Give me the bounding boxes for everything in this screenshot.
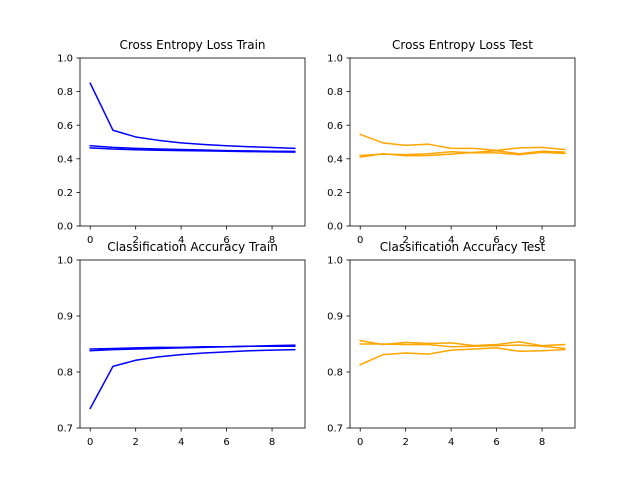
y-tick-label: 0.2 — [57, 188, 73, 199]
chart-title: Classification Accuracy Test — [380, 240, 546, 254]
x-tick-label: 6 — [223, 235, 229, 246]
y-tick-label: 0.4 — [57, 154, 73, 165]
y-tick-label: 1.0 — [327, 54, 343, 65]
y-tick-label: 0.0 — [57, 222, 73, 233]
series-line-3 — [89, 147, 296, 153]
x-tick-label: 2 — [132, 437, 138, 448]
y-tick-label: 0.8 — [57, 368, 73, 379]
y-tick-label: 0.6 — [327, 121, 343, 132]
series-line-3 — [359, 150, 566, 157]
x-tick-label: 0 — [87, 437, 93, 448]
series-line-3 — [89, 344, 296, 352]
chart-panel-accuracy-test: 0 2 4 6 8 0.7 0.8 0.9 1.0 Classification Accuracy… — [327, 240, 576, 448]
axes-frame — [79, 259, 306, 429]
x-tick-label: 8 — [269, 235, 275, 246]
chart-panel-loss-train: 0 2 4 6 8 0.0 0.2 0.4 0.6 0.8 1.0 Cross Entropy Los… — [57, 38, 306, 246]
y-tick-label: 1.0 — [327, 256, 343, 267]
y-tick-label: 0.8 — [327, 368, 343, 379]
y-tick-label: 0.4 — [327, 154, 343, 165]
x-tick-label: 6 — [223, 437, 229, 448]
x-tick-label: 4 — [448, 437, 454, 448]
y-tick-label: 0.0 — [327, 222, 343, 233]
x-tick-label: 0 — [87, 235, 93, 246]
y-tick-label: 0.2 — [327, 188, 343, 199]
y-tick-label: 0.8 — [57, 87, 73, 98]
x-tick-label: 8 — [269, 437, 275, 448]
series-line-3 — [359, 343, 566, 350]
x-tick-label: 0 — [357, 235, 363, 246]
chart-title: Classification Accuracy Train — [107, 240, 278, 254]
axes-frame — [349, 259, 576, 429]
x-tick-label: 8 — [539, 235, 545, 246]
x-tick-label: 2 — [402, 437, 408, 448]
x-tick-label: 0 — [357, 437, 363, 448]
x-tick-label: 6 — [493, 437, 499, 448]
y-tick-label: 0.7 — [57, 424, 73, 435]
y-tick-label: 0.8 — [327, 87, 343, 98]
series-line-1 — [89, 82, 296, 150]
y-tick-label: 1.0 — [57, 54, 73, 65]
x-tick-label: 4 — [178, 437, 184, 448]
series-line-1 — [359, 133, 566, 152]
series-line-2 — [359, 339, 566, 347]
x-tick-label: 6 — [493, 235, 499, 246]
x-tick-label: 2 — [132, 235, 138, 246]
y-tick-label: 0.7 — [327, 424, 343, 435]
chart-title: Cross Entropy Loss Test — [392, 38, 533, 52]
series-line-1 — [359, 347, 566, 366]
x-tick-label: 2 — [402, 235, 408, 246]
chart-panel-loss-test: 0 2 4 6 8 0.0 0.2 0.4 0.6 0.8 1.0 Cross Entropy Los… — [327, 38, 576, 246]
axes-frame — [79, 57, 306, 227]
y-tick-label: 0.9 — [57, 312, 73, 323]
x-tick-label: 4 — [448, 235, 454, 246]
series-line-1 — [89, 348, 296, 410]
y-tick-label: 0.6 — [57, 121, 73, 132]
chart-panel-accuracy-train: 0 2 4 6 8 0.7 0.8 0.9 1.0 Classification Accuracy… — [57, 240, 306, 448]
y-tick-label: 0.9 — [327, 312, 343, 323]
chart-title: Cross Entropy Loss Train — [119, 38, 265, 52]
x-tick-label: 8 — [539, 437, 545, 448]
x-tick-label: 4 — [178, 235, 184, 246]
axes-frame — [349, 57, 576, 227]
y-tick-label: 1.0 — [57, 256, 73, 267]
